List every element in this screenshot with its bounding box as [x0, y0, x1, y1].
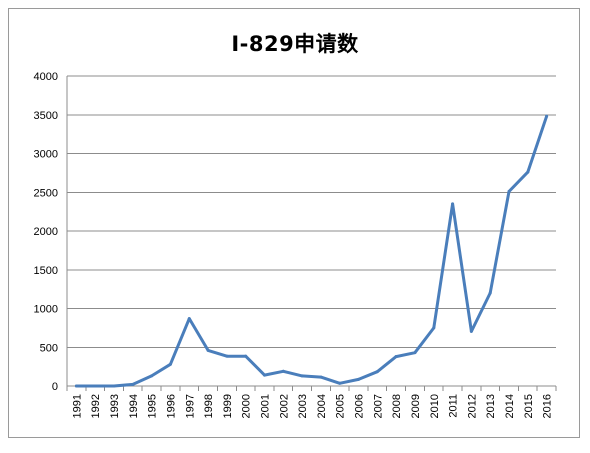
x-tick-label: 2008 — [391, 394, 403, 418]
x-tick-label: 2000 — [241, 394, 253, 418]
data-point — [168, 362, 172, 366]
x-tick-label: 2010 — [429, 394, 441, 418]
data-point — [319, 375, 323, 379]
data-point — [338, 381, 342, 385]
y-tick-label: 2500 — [34, 187, 58, 199]
data-point — [150, 374, 154, 378]
data-point — [187, 317, 191, 321]
x-tick-label: 1999 — [222, 394, 234, 418]
data-point — [357, 377, 361, 381]
data-point — [93, 384, 97, 388]
y-tick-label: 4000 — [34, 71, 58, 83]
y-tick-label: 2000 — [34, 226, 58, 238]
x-tick-label: 1992 — [90, 394, 102, 418]
x-tick-label: 2002 — [278, 394, 290, 418]
data-point — [451, 202, 455, 206]
data-point — [131, 382, 135, 386]
x-tick-label: 2006 — [354, 394, 366, 418]
y-tick-label: 0 — [52, 381, 58, 393]
data-point — [526, 170, 530, 174]
chart-title: I-829申请数 — [231, 32, 359, 56]
x-tick-label: 1996 — [165, 394, 177, 418]
x-tick-label: 2016 — [542, 394, 554, 418]
x-tick-label: 2005 — [335, 394, 347, 418]
x-tick-label: 1995 — [147, 394, 159, 418]
x-tick-label: 2009 — [410, 394, 422, 418]
data-point — [413, 351, 417, 355]
y-axis-tick-labels: 0 500 1000 1500 2000 2500 3000 3500 4000 — [34, 71, 58, 393]
y-tick-label: 3000 — [34, 149, 58, 161]
x-tick-label: 1997 — [184, 394, 196, 418]
data-point — [262, 373, 266, 377]
x-axis-tick-labels: 1991 1992 1993 1994 1995 1996 1997 1998 1999 2000… — [66, 386, 557, 418]
x-tick-label: 2007 — [372, 394, 384, 418]
data-point — [469, 329, 473, 333]
data-point — [394, 355, 398, 359]
x-tick-label: 2011 — [448, 394, 460, 418]
x-tick-label: 1991 — [71, 394, 83, 418]
data-point — [225, 354, 229, 358]
data-point — [488, 291, 492, 295]
x-tick-label: 2013 — [485, 394, 497, 418]
series-group — [74, 114, 549, 388]
series-line — [74, 114, 549, 388]
x-tick-label: 2015 — [523, 394, 535, 418]
y-tick-label: 500 — [40, 342, 58, 354]
chart-frame — [8, 8, 580, 438]
data-point — [112, 384, 116, 388]
data-point — [432, 326, 436, 330]
x-tick-label: 1998 — [203, 394, 215, 418]
x-tick-label: 2014 — [504, 394, 516, 418]
x-tick-label: 2003 — [297, 394, 309, 418]
y-tick-label: 3500 — [34, 110, 58, 122]
x-tick-label: 1994 — [128, 394, 140, 418]
data-point — [375, 370, 379, 374]
x-tick-label: 2004 — [316, 394, 328, 418]
data-point — [545, 114, 549, 118]
data-point — [74, 384, 78, 388]
gridlines — [66, 75, 556, 387]
data-point — [244, 354, 248, 358]
data-point — [300, 374, 304, 378]
y-tick-label: 1500 — [34, 265, 58, 277]
y-tick-label: 1000 — [34, 304, 58, 316]
data-point — [507, 189, 511, 193]
x-tick-label: 2012 — [466, 394, 478, 418]
data-point — [206, 348, 210, 352]
data-point — [281, 369, 285, 373]
x-tick-label: 1993 — [109, 394, 121, 418]
x-tick-label: 2001 — [259, 394, 271, 418]
